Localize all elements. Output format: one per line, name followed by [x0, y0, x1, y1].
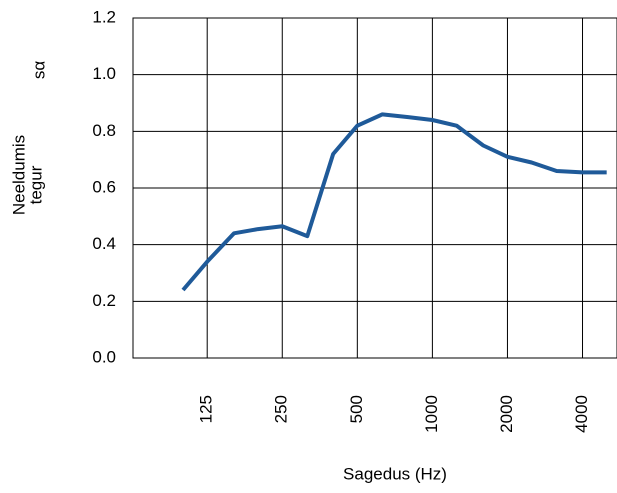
x-tick-label: 2000: [497, 395, 516, 433]
y-tick-label: 0.2: [92, 291, 116, 310]
x-tick-label: 500: [347, 395, 366, 423]
x-axis-label: Sagedus (Hz): [343, 464, 447, 483]
x-tick-label: 4000: [572, 395, 591, 433]
x-tick-label: 1000: [422, 395, 441, 433]
y-axis-symbol: sα: [29, 61, 48, 80]
x-tick-label: 250: [272, 395, 291, 423]
y-tick-label: 0.6: [92, 177, 116, 196]
data-line: [181, 112, 607, 292]
x-tick-label: 125: [197, 395, 216, 423]
y-tick-label: 0.0: [92, 347, 116, 366]
y-axis-label: tegur: [26, 165, 45, 204]
y-tick-label: 1.2: [92, 7, 116, 26]
y-tick-label: 0.4: [92, 234, 116, 253]
y-tick-label: 1.0: [92, 64, 116, 83]
y-axis-label: Neeldumis: [9, 135, 28, 215]
y-tick-label: 0.8: [92, 121, 116, 140]
plot-frame: [132, 17, 617, 359]
